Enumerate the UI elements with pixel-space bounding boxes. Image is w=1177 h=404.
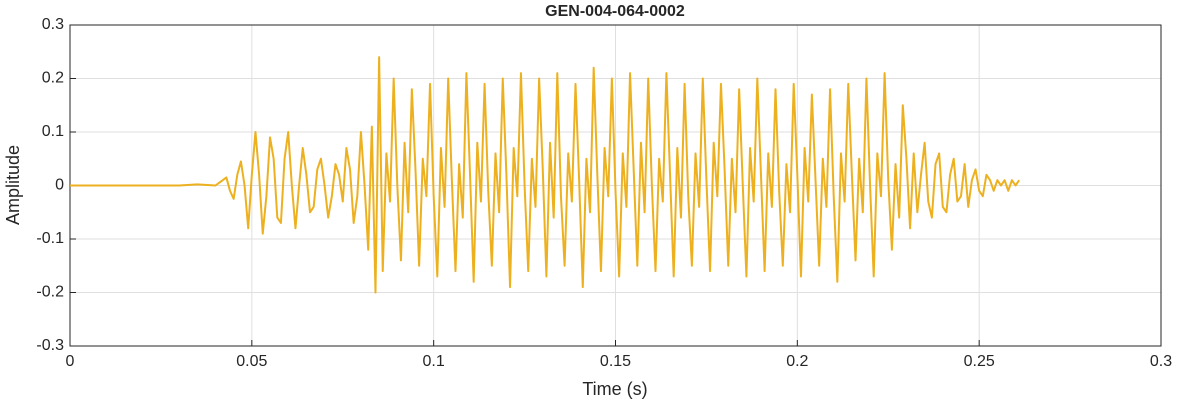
x-tick-label: 0.15: [600, 353, 631, 370]
waveform-line: [70, 56, 1020, 294]
y-tick-label: -0.3: [36, 337, 64, 354]
x-tick-label: 0.05: [236, 353, 267, 370]
y-tick-label: 0.1: [42, 123, 64, 140]
x-tick-label: 0.2: [786, 353, 808, 370]
chart-title: GEN-004-064-0002: [545, 3, 685, 20]
y-tick-label: 0.3: [42, 16, 64, 33]
x-tick-label: 0.25: [964, 353, 995, 370]
x-tick-label: 0: [66, 353, 75, 370]
x-tick-label: 0.3: [1150, 353, 1172, 370]
x-tick-label: 0.1: [423, 353, 445, 370]
y-tick-label: 0.2: [42, 70, 64, 87]
y-tick-label: -0.2: [36, 284, 64, 301]
y-tick-label: -0.1: [36, 230, 64, 247]
y-axis-label: Amplitude: [3, 145, 23, 225]
y-tick-label: 0: [55, 177, 64, 194]
x-axis-label: Time (s): [582, 379, 647, 399]
